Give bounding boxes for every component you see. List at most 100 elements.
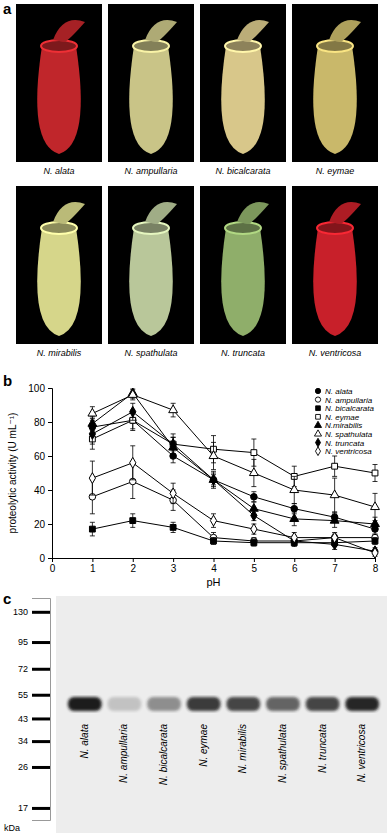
x-tick-mark xyxy=(254,558,255,562)
series-line xyxy=(92,420,375,529)
x-tick-mark xyxy=(133,558,134,562)
data-point xyxy=(330,515,339,523)
pitcher-body xyxy=(313,228,357,336)
y-axis-title: proteolytic activity (U mL⁻¹) xyxy=(7,413,18,534)
error-bar xyxy=(90,461,95,495)
blot-band xyxy=(147,697,181,711)
x-tick-label: 6 xyxy=(292,563,298,574)
pitcher-body xyxy=(37,46,81,154)
photo: N. ampullaria xyxy=(108,4,194,176)
blot-band xyxy=(108,697,142,711)
lane-label: N. bicalcarata xyxy=(158,724,169,786)
panel-b: b012345678020406080100pHproteolytic acti… xyxy=(3,372,379,588)
marker-band xyxy=(32,668,50,671)
x-axis-line xyxy=(53,559,376,563)
data-point xyxy=(290,485,299,493)
error-bar xyxy=(373,538,378,545)
y-tick-label: 80 xyxy=(34,417,46,428)
x-tick-mark xyxy=(173,558,174,562)
data-point xyxy=(372,538,378,544)
series xyxy=(89,410,378,534)
pitcher-lid xyxy=(329,202,361,224)
error-bar xyxy=(251,510,256,520)
y-axis-line xyxy=(48,389,53,559)
photo-background xyxy=(292,4,378,162)
data-point xyxy=(210,515,216,526)
pitcher-rim xyxy=(317,222,353,234)
marker-label: 26 xyxy=(18,762,28,772)
figure: aN. alataN. ampullariaN. bicalcarataN. e… xyxy=(0,0,387,833)
data-point xyxy=(169,405,178,413)
x-tick: 6 xyxy=(292,558,298,574)
series xyxy=(89,412,377,487)
data-point xyxy=(130,406,136,417)
series-line xyxy=(92,482,375,542)
series-line xyxy=(92,463,375,553)
marker-axis: 13095725543342617 xyxy=(13,599,51,821)
y-tick: 100 xyxy=(28,383,52,394)
x-tick: 4 xyxy=(211,558,217,574)
marker-tick: 130 xyxy=(13,607,50,617)
marker-label: 95 xyxy=(18,637,28,647)
y-axis-title: kDa xyxy=(4,823,20,833)
error-bar xyxy=(211,475,216,485)
y-tick-mark xyxy=(48,422,52,423)
photo-caption: N. eymae xyxy=(316,166,355,176)
lane-label: N. ventricosa xyxy=(356,724,367,783)
y-tick: 20 xyxy=(34,519,52,530)
photo-background xyxy=(16,4,102,162)
panel-c: c13095725543342617kDaN. alataN. ampullar… xyxy=(3,590,387,833)
x-tick-mark xyxy=(214,558,215,562)
x-tick: 0 xyxy=(50,558,56,574)
pitcher-lid xyxy=(53,202,85,224)
photo-caption: N. truncata xyxy=(221,348,265,358)
data-point xyxy=(249,468,258,476)
legend-symbol xyxy=(315,438,320,447)
x-tick-label: 1 xyxy=(90,563,96,574)
marker-band xyxy=(32,740,50,743)
plot-area xyxy=(88,388,379,558)
error-bar xyxy=(171,483,176,503)
series xyxy=(88,390,379,521)
error-bar xyxy=(211,471,216,488)
panel-a: aN. alataN. ampullariaN. bicalcarataN. e… xyxy=(3,0,378,358)
photo: N. truncata xyxy=(200,186,286,358)
error-bar xyxy=(251,539,256,546)
error-bar xyxy=(332,456,337,476)
photo: N. bicalcarata xyxy=(200,4,286,176)
y-tick-mark xyxy=(48,388,52,389)
error-bar xyxy=(90,522,95,536)
photo: N. ventricosa xyxy=(292,186,378,358)
x-tick: 2 xyxy=(130,558,136,574)
y-tick-mark xyxy=(48,558,52,559)
photo-background xyxy=(200,4,286,162)
legend-symbol xyxy=(314,430,321,436)
data-point xyxy=(130,518,136,524)
error-bar xyxy=(171,522,176,532)
data-point xyxy=(251,450,257,456)
y-tick-label: 100 xyxy=(28,383,45,394)
y-tick-label: 20 xyxy=(34,519,46,530)
data-point xyxy=(251,524,257,535)
blot-band xyxy=(187,697,221,711)
y-tick: 0 xyxy=(39,553,52,564)
marker-tick: 26 xyxy=(18,762,50,772)
data-point xyxy=(89,428,95,439)
error-bar xyxy=(130,446,135,480)
data-point xyxy=(372,547,378,558)
marker-band xyxy=(32,641,50,644)
blot-band xyxy=(68,697,102,711)
pitcher-body xyxy=(221,46,265,154)
x-tick-label: 0 xyxy=(50,563,56,574)
marker-tick: 95 xyxy=(18,637,50,647)
photo-caption: N. bicalcarata xyxy=(215,166,270,176)
pitcher-rim xyxy=(133,40,169,52)
photo-caption: N. mirabilis xyxy=(37,348,82,358)
y-tick: 80 xyxy=(34,417,52,428)
photo: N. spathulata xyxy=(108,186,194,358)
lane-label: N. ampullaria xyxy=(118,724,129,783)
y-tick: 60 xyxy=(34,451,52,462)
photo: N. mirabilis xyxy=(16,186,102,358)
data-point xyxy=(128,390,137,398)
pitcher-body xyxy=(37,228,81,336)
